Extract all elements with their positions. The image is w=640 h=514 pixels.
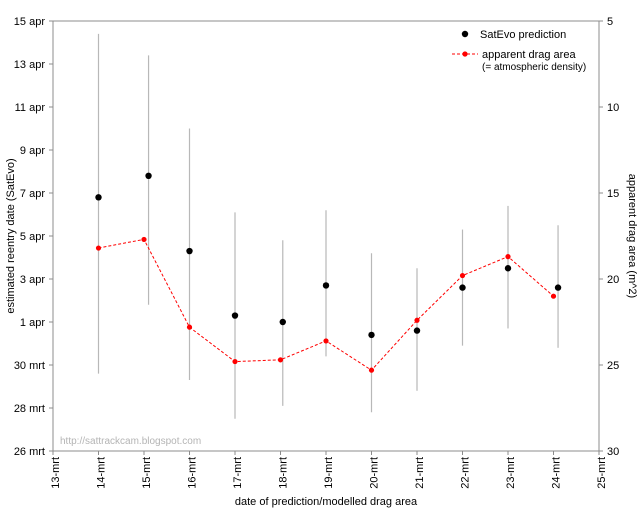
- x-tick-label: 22-mrt: [459, 457, 471, 489]
- satevo-point: [279, 318, 286, 326]
- y-left-tick-label: 7 apr: [20, 188, 45, 200]
- legend-satevo-label: SatEvo prediction: [480, 29, 566, 41]
- drag-area-point: [232, 358, 238, 365]
- y-left-tick-label: 3 apr: [20, 274, 45, 286]
- legend-drag-marker: [462, 51, 468, 57]
- drag-area-point: [141, 236, 147, 243]
- drag-area-point: [459, 272, 466, 279]
- watermark: http://sattrackcam.blogspot.com: [60, 436, 201, 447]
- y-left-tick-label: 11 apr: [15, 102, 46, 114]
- satevo-point: [322, 282, 330, 289]
- satevo-point: [145, 172, 152, 179]
- x-tick-label: 15-mrt: [141, 457, 153, 489]
- x-tick-label: 13-mrt: [50, 457, 62, 489]
- satevo-point: [554, 284, 562, 291]
- y-axis-right: 5 10 15 20 25 30: [599, 16, 619, 458]
- y-axis-left: 26 mrt 28 mrt 30 mrt 1 apr 3 apr 5 apr 7 apr 9 …: [14, 16, 53, 458]
- x-tick-label: 17-mrt: [232, 457, 244, 489]
- y-left-tick-label: 1 apr: [20, 317, 45, 329]
- satevo-point: [368, 331, 375, 339]
- y-left-tick-label: 15 apr: [14, 16, 46, 28]
- y-left-tick-label: 13 apr: [14, 59, 46, 71]
- satevo-point: [504, 265, 512, 272]
- drag-area-point: [95, 245, 102, 251]
- satevo-point: [95, 194, 102, 201]
- y-right-tick-label: 20: [607, 274, 619, 286]
- x-tick-label: 18-mrt: [277, 457, 289, 489]
- drag-area-point: [186, 324, 193, 330]
- drag-area-point: [277, 357, 284, 363]
- x-tick-label: 16-mrt: [186, 457, 198, 489]
- legend-drag-sublabel: (= atmospheric density): [482, 62, 586, 73]
- x-axis-title: date of prediction/modelled drag area: [235, 496, 418, 508]
- satevo-point: [413, 327, 421, 334]
- drag-area-point: [414, 317, 420, 323]
- drag-area-point: [505, 254, 511, 260]
- y-left-tick-label: 28 mrt: [14, 403, 45, 415]
- y-axis-right-title: apparent drag area (m^2): [626, 174, 638, 298]
- x-tick-label: 14-mrt: [95, 457, 107, 489]
- y-right-tick-label: 5: [607, 16, 613, 28]
- satevo-point: [459, 284, 466, 291]
- y-left-tick-label: 26 mrt: [14, 446, 45, 458]
- x-tick-label: 20-mrt: [368, 457, 380, 489]
- y-right-tick-label: 10: [607, 102, 619, 114]
- satevo-point: [231, 312, 239, 319]
- satevo-point: [186, 247, 193, 255]
- y-left-tick-label: 9 apr: [20, 145, 45, 157]
- x-tick-label: 19-mrt: [323, 457, 335, 489]
- x-tick-label: 24-mrt: [550, 457, 562, 489]
- drag-area-series: [95, 236, 557, 373]
- y-right-tick-label: 15: [607, 188, 619, 200]
- y-left-tick-label: 30 mrt: [14, 360, 45, 372]
- x-tick-label: 25-mrt: [596, 457, 608, 489]
- drag-area-point: [550, 293, 557, 299]
- drag-area-point: [368, 367, 375, 373]
- y-left-tick-label: 5 apr: [20, 231, 45, 243]
- y-right-tick-label: 30: [607, 446, 619, 458]
- y-right-tick-label: 25: [607, 360, 619, 372]
- y-axis-left-title: estimated reentry date (SatEvo): [5, 158, 17, 313]
- legend-satevo-marker: [461, 30, 469, 38]
- satevo-series: [95, 172, 562, 339]
- x-axis: 13-mrt 14-mrt 15-mrt 16-mrt 17-mrt 18-mrt 19-m…: [50, 451, 608, 489]
- x-tick-label: 23-mrt: [505, 457, 517, 489]
- drag-area-point: [323, 338, 329, 344]
- legend-drag-label: apparent drag area: [482, 49, 576, 61]
- x-tick-label: 21-mrt: [414, 457, 426, 489]
- legend: SatEvo prediction apparent drag area (= …: [452, 29, 586, 73]
